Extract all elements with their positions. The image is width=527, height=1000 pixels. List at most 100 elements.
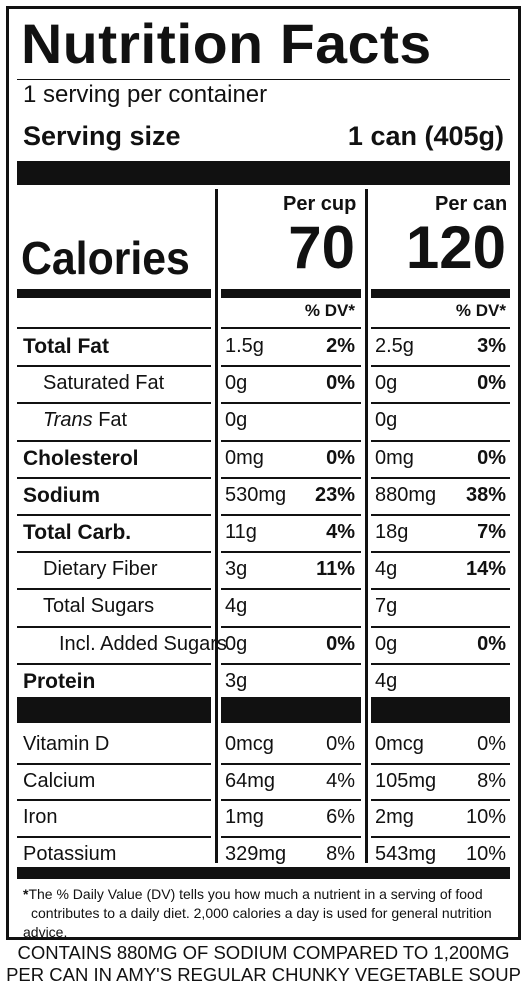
nutrient-can-amt: 18g [375, 521, 409, 543]
nutrient-row-rule [371, 551, 510, 554]
nutrient-row-rule [221, 514, 361, 516]
nutrient-cup-amt: 530mg [225, 483, 287, 506]
vitamin-row-rule [371, 762, 510, 765]
vitamin-row-rule [17, 835, 211, 838]
nutrient-row-rule [371, 625, 510, 628]
nutrient-name: Total Carb. [23, 521, 132, 544]
nutrient-name: Dietary Fiber [43, 558, 158, 581]
nutrient-row-rule [17, 514, 211, 516]
nutrient-row-rule [221, 662, 361, 665]
nutrient-row-rule [221, 588, 361, 591]
calories-bar-can [371, 289, 510, 298]
nutrient-name: Saturated Fat [43, 372, 165, 395]
nutrient-can-amt: 7g [375, 595, 398, 618]
vitamin-cup-dv: 0% [326, 733, 355, 755]
calories-per-can: 120 [405, 214, 506, 281]
nutrient-can-dv: 0% [477, 372, 506, 395]
nutrient-row-rule [17, 402, 211, 405]
nutrition-facts-panel: Nutrition Facts 1 serving per container … [6, 6, 521, 940]
label-title: Nutrition Facts [21, 12, 432, 75]
nutrient-row-rule [221, 625, 361, 628]
vitamin-bar-can [371, 697, 510, 723]
nutrient-can-amt: 2.5g [375, 335, 414, 357]
nutrient-can-dv: 38% [465, 483, 506, 506]
per-cup-header: Per cup [283, 193, 357, 215]
footnote: *The % Daily Value (DV) tells you how mu… [23, 885, 523, 942]
nutrient-name: Trans Fat [43, 409, 127, 432]
title-rule [17, 79, 510, 80]
nutrient-row-rule [17, 625, 211, 628]
footnote-line2: contributes to a daily diet. 2,000 calor… [23, 905, 492, 940]
nutrient-cup-amt: 11g [225, 521, 257, 543]
dv-header-rule [17, 327, 211, 329]
nutrient-row-rule [17, 551, 211, 554]
footnote-line1: The % Daily Value (DV) tells you how muc… [28, 886, 483, 902]
dv-header-rule [221, 327, 361, 329]
vitamin-row-rule [17, 799, 211, 801]
nutrient-name: Total Fat [23, 335, 109, 358]
vitamin-cup-amt: 1mg [225, 806, 264, 828]
vitamin-cup-amt: 0mcg [225, 733, 274, 755]
dv-header-can: % DV* [455, 301, 506, 320]
nutrient-cup-dv: 0% [326, 632, 355, 655]
nutrient-row-rule [371, 476, 510, 479]
nutrient-cup-dv: 0% [326, 446, 355, 469]
servings-per-container: 1 serving per container [23, 81, 268, 108]
vitamin-can-dv: 10% [465, 806, 506, 828]
divider-left [215, 189, 218, 863]
vitamin-can-amt: 105mg [375, 769, 437, 792]
vitamin-bar-label [17, 697, 211, 723]
nutrient-cup-dv: 23% [314, 483, 355, 506]
nutrient-cup-amt: 0g [225, 409, 248, 432]
nutrient-name: Protein [23, 669, 96, 693]
nutrient-row-rule [371, 514, 510, 516]
nutrient-can-dv: 0% [477, 632, 506, 655]
nutrient-cup-dv: 2% [326, 335, 355, 357]
thick-bar-top [17, 161, 510, 185]
vitamin-can-amt: 2mg [375, 806, 414, 828]
nutrient-row-rule [371, 662, 510, 665]
nutrient-can-amt: 4g [375, 558, 398, 581]
nutrient-can-amt: 4g [375, 669, 398, 692]
vitamin-can-dv: 10% [465, 842, 506, 865]
nutrient-name: Sodium [23, 483, 100, 507]
vitamin-can-dv: 0% [477, 733, 506, 755]
nutrient-cup-amt: 3g [225, 669, 248, 692]
nutrient-row-rule [221, 402, 361, 405]
vitamin-row-rule [221, 799, 361, 801]
footnote-star: * [23, 886, 29, 902]
calories-bar-label [17, 289, 211, 298]
nutrient-row-rule [17, 662, 211, 665]
sodium-claim-line1: CONTAINS 880MG OF SODIUM COMPARED TO 1,2… [17, 942, 510, 963]
nutrient-row-rule [17, 476, 211, 479]
nutrient-can-amt: 880mg [375, 483, 437, 506]
vitamin-cup-dv: 4% [326, 769, 355, 792]
nutrient-cup-amt: 0g [225, 632, 248, 655]
nutrient-cup-dv: 11% [316, 558, 355, 581]
nutrient-row-rule [221, 476, 361, 479]
nutrient-can-dv: 7% [477, 521, 506, 543]
nutrient-can-dv: 14% [465, 558, 506, 581]
calories-bar-cup [221, 289, 361, 298]
nutrient-row-rule [17, 588, 211, 591]
nutrient-can-amt: 0mg [375, 446, 414, 469]
nutrient-can-amt: 0g [375, 372, 398, 395]
sodium-claim-line2: PER CAN IN AMY'S REGULAR CHUNKY VEGETABL… [6, 964, 521, 985]
per-can-header: Per can [435, 193, 508, 215]
nutrient-name: Cholesterol [23, 446, 139, 470]
nutrient-row-rule [371, 402, 510, 405]
nutrient-cup-dv: 4% [326, 521, 355, 543]
nutrient-can-dv: 0% [477, 446, 506, 469]
nutrient-row-rule [371, 439, 510, 442]
vitamin-can-amt: 543mg [375, 842, 437, 865]
nutrient-cup-amt: 1.5g [225, 335, 264, 357]
vitamin-bar-cup [221, 697, 361, 723]
dv-header-cup: % DV* [304, 301, 355, 320]
vitamin-can-dv: 8% [477, 769, 506, 792]
dv-header-rule [371, 327, 510, 329]
nutrient-row-rule [17, 439, 211, 442]
vitamin-cup-amt: 329mg [225, 842, 287, 865]
nutrient-row-rule [371, 588, 510, 591]
thick-bar-bottom [17, 867, 510, 879]
nutrient-cup-amt: 3g [225, 558, 248, 581]
